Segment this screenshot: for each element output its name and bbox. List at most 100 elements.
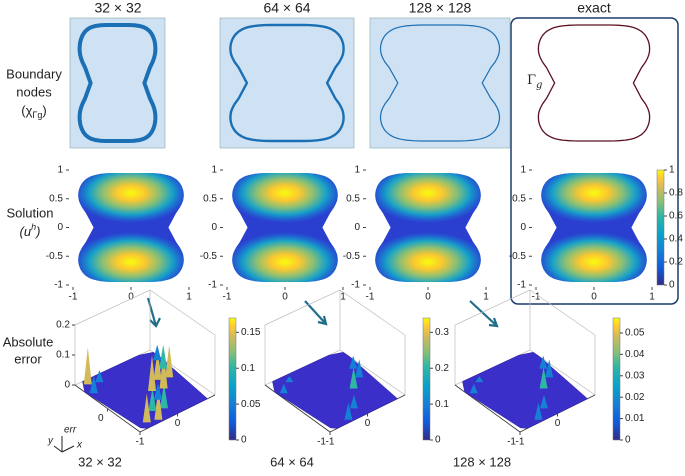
error-surface xyxy=(462,351,588,429)
row-label: nodes xyxy=(16,84,52,99)
column-header: exact xyxy=(577,0,611,16)
error-spike xyxy=(148,388,157,411)
colorbar-tick-label: 0.1 xyxy=(241,363,255,374)
error-spike xyxy=(344,402,353,420)
error-label: 32 × 32 xyxy=(78,454,122,469)
x-tick-label: -1 xyxy=(326,437,335,448)
y-tick-label: 0 xyxy=(57,222,63,233)
arrows xyxy=(146,297,499,328)
error-spike xyxy=(545,359,554,378)
row-label: Solution xyxy=(7,205,54,220)
column-header: 32 × 32 xyxy=(94,0,141,16)
x-tick-label: 0 xyxy=(555,418,561,429)
gamma-label: Γg xyxy=(527,73,542,91)
axes-key xyxy=(53,436,75,453)
colorbar-tick-label: 0.03 xyxy=(625,370,645,381)
error-spike xyxy=(285,376,294,383)
column-header: 64 × 64 xyxy=(263,0,310,16)
colorbar-tick-label: 0.02 xyxy=(625,392,645,403)
error-spike xyxy=(159,350,168,389)
y-tick-label: -0.5 xyxy=(509,251,527,262)
y-tick-label: -0.5 xyxy=(200,251,218,262)
x-tick-label: 0 xyxy=(175,418,181,429)
x-tick-label: -1 xyxy=(366,292,375,303)
x-tick-label: -1 xyxy=(69,292,78,303)
colorbar xyxy=(656,169,665,286)
error-spike xyxy=(154,382,162,400)
x-tick-label: 0 xyxy=(591,292,597,303)
error-spike xyxy=(540,394,548,409)
text-part: (χ xyxy=(21,103,32,118)
exact-frame xyxy=(510,17,679,305)
boundary-nodes xyxy=(229,23,345,143)
x-tick-label: 1 xyxy=(649,292,655,303)
error-spike xyxy=(153,344,162,361)
x-tick-label: -1 xyxy=(516,437,525,448)
error-spike xyxy=(349,367,358,389)
y-tick-label: -1 xyxy=(208,280,217,291)
error-spike xyxy=(349,355,358,369)
error-spike xyxy=(95,370,104,383)
text-part: g xyxy=(536,80,542,91)
colorbar xyxy=(612,317,621,441)
field-peak xyxy=(375,232,481,282)
error-spike xyxy=(469,383,478,394)
boundary-grid xyxy=(369,17,511,149)
error-spike xyxy=(148,354,156,391)
text-part: Γ xyxy=(527,73,536,88)
y-tick-label: 1 xyxy=(354,165,360,176)
colorbar-tick-label: 0.1 xyxy=(435,399,449,410)
error-spike xyxy=(160,383,168,409)
column-header: 128 × 128 xyxy=(409,0,472,16)
error-spike xyxy=(350,394,358,409)
x-tick-label: 0 xyxy=(425,292,431,303)
colorbar-tick-label: 0 xyxy=(669,280,675,291)
axes-key-z: err xyxy=(64,425,77,436)
field-peak xyxy=(232,173,338,223)
error-spike xyxy=(159,344,168,369)
error-spike xyxy=(165,344,174,378)
field-peak xyxy=(541,232,647,282)
y-tick-label: 0 xyxy=(98,413,104,424)
error-spike xyxy=(475,376,484,383)
solution-field xyxy=(232,173,338,282)
y-tick-label: 0 xyxy=(211,222,217,233)
x-tick-label: -1 xyxy=(532,292,541,303)
colorbar-tick-label: 0.2 xyxy=(435,363,449,374)
y-tick-label: -1 xyxy=(351,280,360,291)
colorbar-tick-label: 0.2 xyxy=(669,257,683,268)
error-spike xyxy=(83,347,92,385)
x-tick-label: 0 xyxy=(365,418,371,429)
y-tick-label: 0 xyxy=(520,222,526,233)
error-spike xyxy=(154,388,163,420)
y-tick-label: 1 xyxy=(211,165,217,176)
y-tick-label: -1 xyxy=(54,280,63,291)
y-tick-label: -1 xyxy=(517,280,526,291)
colorbar-tick-label: 0.15 xyxy=(241,327,261,338)
x-tick-label: 0 xyxy=(128,292,134,303)
y-tick-label: 0.5 xyxy=(512,193,526,204)
colorbar xyxy=(422,317,431,441)
text-part: (u xyxy=(20,224,32,239)
solution-field xyxy=(375,173,481,282)
row-label: (χΓg) xyxy=(21,103,46,120)
y-tick-label: -1 xyxy=(507,437,516,448)
boundary-nodes xyxy=(379,24,501,142)
x-tick-label: 0 xyxy=(282,292,288,303)
x-tick-label: 1 xyxy=(340,292,346,303)
error-spike xyxy=(89,375,98,394)
boundary-nodes xyxy=(77,23,158,143)
text-part: ) xyxy=(34,224,40,239)
boundary-grid xyxy=(69,17,166,149)
x-tick-label: 1 xyxy=(186,292,192,303)
row-label: Boundary xyxy=(6,66,62,81)
field-peak xyxy=(375,173,481,223)
y-tick-label: 1 xyxy=(57,165,63,176)
field-peak xyxy=(541,173,647,223)
y-tick-label: 0.5 xyxy=(203,193,217,204)
axes-key-y: y xyxy=(47,436,54,447)
colorbar xyxy=(228,317,237,441)
error-spike xyxy=(153,349,162,380)
exact-boundary xyxy=(537,24,651,142)
